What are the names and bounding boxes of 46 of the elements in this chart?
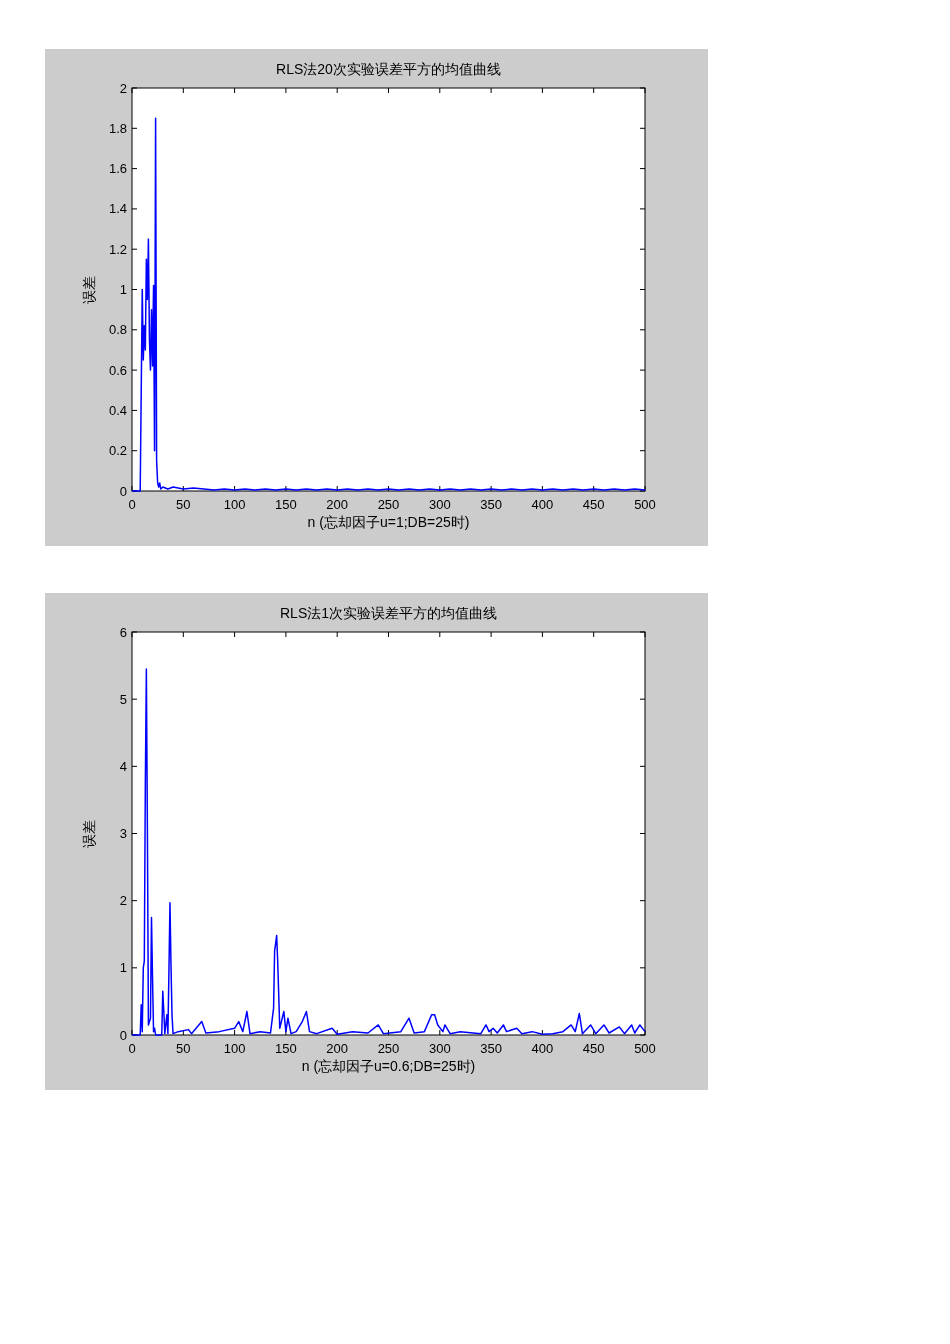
x-tick-label: 400	[531, 497, 554, 512]
x-tick-label: 450	[582, 497, 605, 512]
x-tick-label: 300	[428, 497, 451, 512]
y-axis-title: 误差	[81, 275, 97, 304]
y-tick-label: 0.2	[108, 443, 127, 459]
x-tick-label: 400	[531, 1041, 554, 1056]
y-tick-label: 1	[119, 282, 127, 297]
x-tick-label: 100	[223, 1041, 246, 1056]
y-tick-label: 6	[119, 624, 127, 640]
y-tick-label: 1.8	[108, 120, 127, 136]
x-tick-label: 500	[634, 1041, 656, 1056]
x-tick-label: 250	[377, 497, 400, 512]
x-tick-label: 300	[428, 1041, 451, 1056]
y-tick-label: 5	[119, 691, 127, 707]
x-tick-label: 50	[176, 497, 191, 512]
x-tick-label: 250	[377, 1041, 400, 1056]
x-tick-label: 100	[223, 497, 246, 512]
y-tick-label: 2	[119, 80, 127, 96]
line-series	[131, 117, 646, 492]
y-tick-label: 3	[119, 826, 127, 841]
y-tick-label: 1	[119, 960, 127, 976]
x-tick-label: 500	[634, 497, 656, 512]
x-tick-label: 350	[480, 1041, 502, 1056]
chart-title: RLS法1次实验误差平方的均值曲线	[279, 605, 498, 621]
y-tick-label: 0	[119, 1027, 127, 1043]
y-tick-label: 0.6	[108, 362, 127, 378]
x-tick-label: 200	[326, 497, 349, 512]
x-axis-title: n (忘却因子u=1;DB=25时)	[307, 514, 470, 530]
y-tick-label: 4	[119, 758, 127, 774]
y-axis-title: 误差	[81, 819, 97, 848]
x-tick-label: 200	[326, 1041, 349, 1056]
line-series	[131, 668, 646, 1036]
y-tick-label: 2	[119, 893, 127, 909]
x-tick-label: 50	[176, 1041, 191, 1056]
y-tick-label: 1.4	[108, 201, 127, 217]
x-axis-title: n (忘却因子u=0.6;DB=25时)	[301, 1058, 476, 1074]
x-tick-label: 350	[480, 497, 502, 512]
x-tick-label: 150	[275, 1041, 297, 1056]
y-tick-label: 1.6	[108, 161, 127, 177]
y-tick-label: 0	[119, 483, 127, 499]
y-tick-label: 0.4	[108, 402, 127, 418]
x-tick-label: 450	[582, 1041, 605, 1056]
y-tick-label: 0.8	[108, 322, 127, 338]
x-tick-label: 150	[275, 497, 297, 512]
y-tick-label: 1.2	[108, 241, 127, 257]
chart-title: RLS法20次实验误差平方的均值曲线	[276, 61, 501, 77]
